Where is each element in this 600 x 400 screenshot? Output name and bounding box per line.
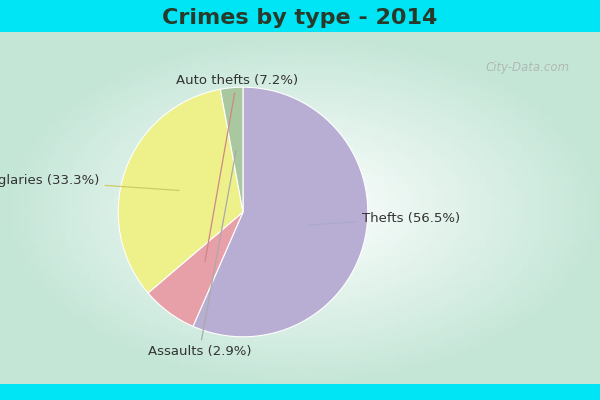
Wedge shape (193, 87, 368, 337)
Wedge shape (118, 89, 243, 293)
Wedge shape (148, 212, 243, 326)
Text: Burglaries (33.3%): Burglaries (33.3%) (0, 174, 179, 190)
Wedge shape (220, 87, 243, 212)
Text: City-Data.com: City-Data.com (486, 62, 570, 74)
Text: Auto thefts (7.2%): Auto thefts (7.2%) (176, 74, 298, 262)
Text: Assaults (2.9%): Assaults (2.9%) (148, 150, 251, 358)
Text: Crimes by type - 2014: Crimes by type - 2014 (163, 8, 437, 28)
Text: Thefts (56.5%): Thefts (56.5%) (310, 212, 460, 225)
